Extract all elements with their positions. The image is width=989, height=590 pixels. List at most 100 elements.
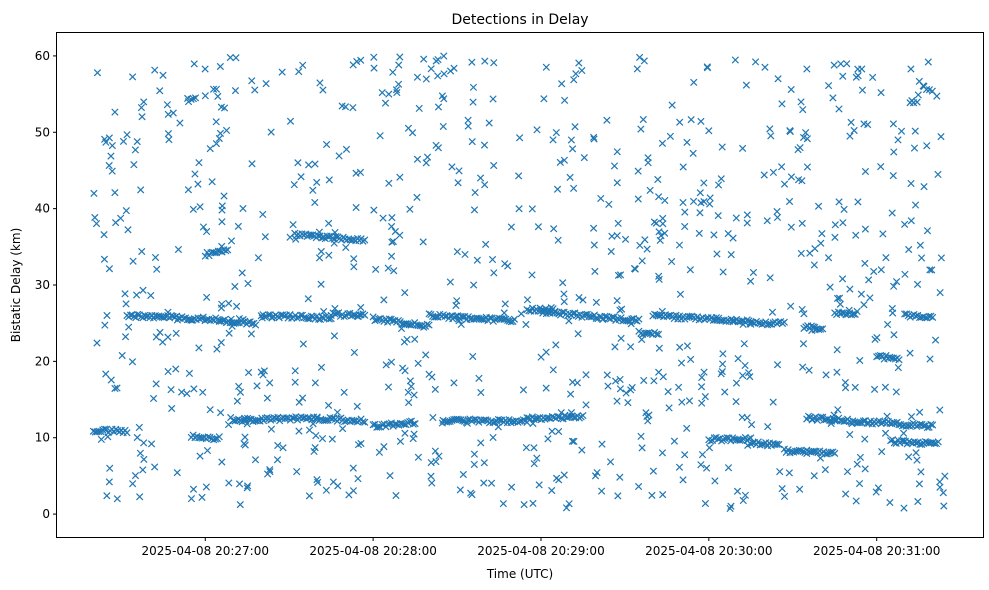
data-point xyxy=(941,472,949,480)
data-point xyxy=(799,133,808,142)
data-point xyxy=(264,311,273,319)
data-point xyxy=(350,255,358,263)
data-point xyxy=(522,320,530,329)
data-point xyxy=(450,379,458,387)
data-point xyxy=(385,179,393,187)
data-point xyxy=(866,294,874,302)
data-point xyxy=(313,413,321,421)
data-point xyxy=(568,378,577,386)
data-point xyxy=(139,466,147,474)
data-point xyxy=(515,134,524,142)
data-point xyxy=(689,197,698,206)
data-point xyxy=(562,504,571,512)
data-point xyxy=(831,233,839,241)
data-point xyxy=(291,367,299,375)
data-point xyxy=(118,351,126,360)
data-point xyxy=(215,433,223,441)
data-point xyxy=(640,57,648,65)
data-point xyxy=(327,315,335,323)
data-point xyxy=(767,132,775,140)
data-point xyxy=(140,455,148,464)
data-point xyxy=(603,371,611,379)
data-point xyxy=(151,463,159,471)
data-point xyxy=(470,281,478,289)
data-point xyxy=(874,484,883,492)
data-point xyxy=(925,86,934,94)
data-point xyxy=(189,205,198,214)
data-point xyxy=(927,420,935,429)
data-point xyxy=(568,437,577,445)
data-point xyxy=(869,73,877,82)
data-point xyxy=(566,390,575,398)
data-point xyxy=(322,140,331,149)
data-point xyxy=(168,404,176,413)
x-axis-title: Time (UTC) xyxy=(486,567,553,581)
data-point xyxy=(622,389,630,397)
data-point xyxy=(597,487,606,495)
data-point xyxy=(634,482,643,491)
data-point xyxy=(169,109,177,117)
data-point xyxy=(420,55,428,63)
data-point xyxy=(566,173,574,182)
data-point xyxy=(342,243,350,252)
data-point xyxy=(405,398,413,407)
data-point xyxy=(392,491,400,500)
data-point xyxy=(218,458,226,466)
data-point xyxy=(279,444,287,452)
data-point xyxy=(913,280,922,289)
data-point xyxy=(639,330,647,339)
data-point xyxy=(799,105,807,114)
data-point xyxy=(481,57,489,65)
data-point xyxy=(920,422,928,430)
data-point xyxy=(317,363,326,371)
data-point xyxy=(167,386,175,394)
data-point xyxy=(839,72,847,80)
data-point xyxy=(785,197,794,206)
data-point xyxy=(718,360,727,368)
data-point xyxy=(544,435,552,443)
data-point xyxy=(251,456,260,464)
data-point xyxy=(147,440,156,448)
data-point xyxy=(359,418,367,426)
data-point xyxy=(738,413,746,421)
data-point xyxy=(590,135,598,143)
data-point xyxy=(729,234,737,242)
data-point xyxy=(386,471,394,480)
data-point xyxy=(423,153,432,161)
data-point xyxy=(311,198,319,207)
data-point xyxy=(578,66,586,75)
data-point xyxy=(589,224,598,232)
data-point xyxy=(901,310,909,318)
data-point xyxy=(332,232,340,241)
data-point xyxy=(113,495,121,503)
data-point xyxy=(400,420,408,428)
data-point xyxy=(381,99,390,107)
data-point xyxy=(196,203,204,211)
data-point xyxy=(805,366,813,374)
data-point xyxy=(226,53,234,62)
data-point xyxy=(217,317,225,325)
data-point xyxy=(190,60,198,68)
data-point xyxy=(297,173,305,181)
data-point xyxy=(751,58,760,66)
data-point xyxy=(427,472,435,480)
data-point xyxy=(133,310,142,319)
data-point xyxy=(824,254,833,262)
data-point xyxy=(698,373,706,382)
data-point xyxy=(379,214,387,222)
data-point xyxy=(817,325,825,333)
data-point xyxy=(892,388,900,396)
data-point xyxy=(681,451,689,459)
data-point xyxy=(257,368,265,376)
data-point xyxy=(215,134,223,143)
data-point xyxy=(325,233,333,241)
data-point xyxy=(273,456,282,464)
data-point xyxy=(199,388,207,396)
data-point xyxy=(797,98,805,106)
data-point xyxy=(760,171,768,179)
data-point xyxy=(686,266,694,274)
data-point xyxy=(93,339,101,347)
x-tick-label: 2025-04-08 20:29:00 xyxy=(477,544,604,558)
data-point xyxy=(280,312,289,320)
data-point xyxy=(203,446,212,455)
